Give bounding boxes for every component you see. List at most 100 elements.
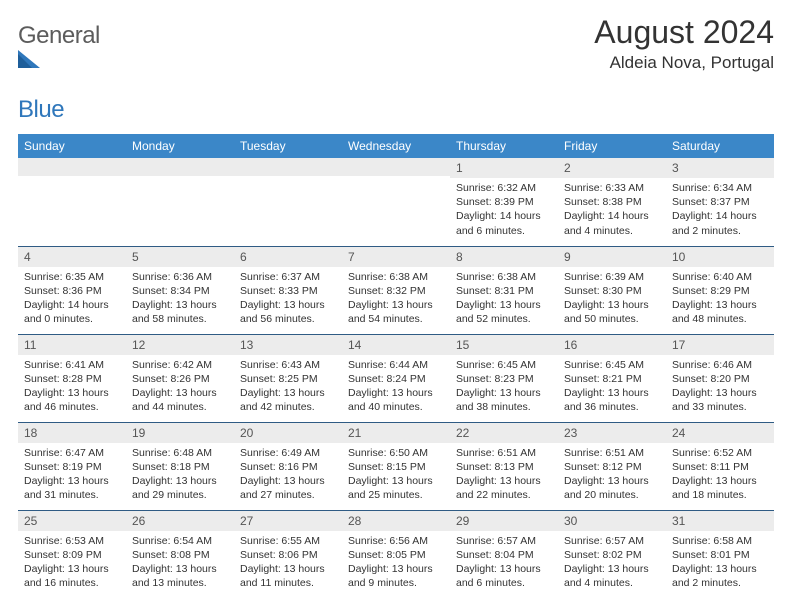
dayhead-wed: Wednesday <box>342 134 450 158</box>
sunset-text: Sunset: 8:02 PM <box>564 548 660 562</box>
calendar-table: Sunday Monday Tuesday Wednesday Thursday… <box>18 134 774 598</box>
sunset-text: Sunset: 8:04 PM <box>456 548 552 562</box>
dayhead-tue: Tuesday <box>234 134 342 158</box>
dl2-text: and 6 minutes. <box>456 224 552 238</box>
day-details: Sunrise: 6:48 AMSunset: 8:18 PMDaylight:… <box>126 443 234 507</box>
dl1-text: Daylight: 13 hours <box>348 386 444 400</box>
dl1-text: Daylight: 14 hours <box>672 209 768 223</box>
calendar-cell: 8Sunrise: 6:38 AMSunset: 8:31 PMDaylight… <box>450 246 558 334</box>
dl1-text: Daylight: 13 hours <box>132 562 228 576</box>
day-details: Sunrise: 6:42 AMSunset: 8:26 PMDaylight:… <box>126 355 234 419</box>
sunrise-text: Sunrise: 6:47 AM <box>24 446 120 460</box>
day-number <box>342 158 450 176</box>
day-details: Sunrise: 6:37 AMSunset: 8:33 PMDaylight:… <box>234 267 342 331</box>
dayhead-sat: Saturday <box>666 134 774 158</box>
calendar-head: Sunday Monday Tuesday Wednesday Thursday… <box>18 134 774 158</box>
day-number: 11 <box>18 335 126 355</box>
dl1-text: Daylight: 13 hours <box>240 298 336 312</box>
dl2-text: and 20 minutes. <box>564 488 660 502</box>
day-number: 27 <box>234 511 342 531</box>
sunset-text: Sunset: 8:32 PM <box>348 284 444 298</box>
dl2-text: and 36 minutes. <box>564 400 660 414</box>
day-details: Sunrise: 6:38 AMSunset: 8:31 PMDaylight:… <box>450 267 558 331</box>
sunset-text: Sunset: 8:38 PM <box>564 195 660 209</box>
calendar-row: 4Sunrise: 6:35 AMSunset: 8:36 PMDaylight… <box>18 246 774 334</box>
dl1-text: Daylight: 13 hours <box>672 298 768 312</box>
calendar-cell: 6Sunrise: 6:37 AMSunset: 8:33 PMDaylight… <box>234 246 342 334</box>
sunrise-text: Sunrise: 6:35 AM <box>24 270 120 284</box>
dl1-text: Daylight: 13 hours <box>24 562 120 576</box>
dl2-text: and 4 minutes. <box>564 224 660 238</box>
calendar-row: 18Sunrise: 6:47 AMSunset: 8:19 PMDayligh… <box>18 422 774 510</box>
day-details: Sunrise: 6:33 AMSunset: 8:38 PMDaylight:… <box>558 178 666 242</box>
calendar-cell: 4Sunrise: 6:35 AMSunset: 8:36 PMDaylight… <box>18 246 126 334</box>
day-details: Sunrise: 6:39 AMSunset: 8:30 PMDaylight:… <box>558 267 666 331</box>
dl1-text: Daylight: 13 hours <box>456 298 552 312</box>
sunrise-text: Sunrise: 6:48 AM <box>132 446 228 460</box>
day-details: Sunrise: 6:50 AMSunset: 8:15 PMDaylight:… <box>342 443 450 507</box>
dl2-text: and 13 minutes. <box>132 576 228 590</box>
calendar-cell: 24Sunrise: 6:52 AMSunset: 8:11 PMDayligh… <box>666 422 774 510</box>
sunrise-text: Sunrise: 6:53 AM <box>24 534 120 548</box>
sunrise-text: Sunrise: 6:42 AM <box>132 358 228 372</box>
day-details: Sunrise: 6:58 AMSunset: 8:01 PMDaylight:… <box>666 531 774 595</box>
day-details <box>18 176 126 183</box>
dl1-text: Daylight: 13 hours <box>564 298 660 312</box>
sunset-text: Sunset: 8:31 PM <box>456 284 552 298</box>
calendar-cell: 25Sunrise: 6:53 AMSunset: 8:09 PMDayligh… <box>18 510 126 598</box>
dl1-text: Daylight: 13 hours <box>564 474 660 488</box>
dl1-text: Daylight: 13 hours <box>456 474 552 488</box>
dl2-text: and 50 minutes. <box>564 312 660 326</box>
dl1-text: Daylight: 13 hours <box>456 386 552 400</box>
dl1-text: Daylight: 13 hours <box>132 474 228 488</box>
dl1-text: Daylight: 13 hours <box>240 386 336 400</box>
sunrise-text: Sunrise: 6:39 AM <box>564 270 660 284</box>
sunset-text: Sunset: 8:11 PM <box>672 460 768 474</box>
calendar-cell: 14Sunrise: 6:44 AMSunset: 8:24 PMDayligh… <box>342 334 450 422</box>
sunrise-text: Sunrise: 6:49 AM <box>240 446 336 460</box>
sunrise-text: Sunrise: 6:45 AM <box>564 358 660 372</box>
sunset-text: Sunset: 8:25 PM <box>240 372 336 386</box>
dayhead-thu: Thursday <box>450 134 558 158</box>
calendar-cell <box>18 158 126 246</box>
calendar-cell: 15Sunrise: 6:45 AMSunset: 8:23 PMDayligh… <box>450 334 558 422</box>
day-details: Sunrise: 6:45 AMSunset: 8:23 PMDaylight:… <box>450 355 558 419</box>
dl2-text: and 11 minutes. <box>240 576 336 590</box>
sunrise-text: Sunrise: 6:51 AM <box>456 446 552 460</box>
day-number: 15 <box>450 335 558 355</box>
dl2-text: and 46 minutes. <box>24 400 120 414</box>
sunset-text: Sunset: 8:21 PM <box>564 372 660 386</box>
sunrise-text: Sunrise: 6:33 AM <box>564 181 660 195</box>
dayhead-sun: Sunday <box>18 134 126 158</box>
calendar-row: 11Sunrise: 6:41 AMSunset: 8:28 PMDayligh… <box>18 334 774 422</box>
dl1-text: Daylight: 13 hours <box>564 562 660 576</box>
sunset-text: Sunset: 8:16 PM <box>240 460 336 474</box>
page-header: GeneralBlue August 2024 Aldeia Nova, Por… <box>18 14 774 124</box>
dl1-text: Daylight: 13 hours <box>132 298 228 312</box>
sunset-text: Sunset: 8:09 PM <box>24 548 120 562</box>
day-number: 12 <box>126 335 234 355</box>
calendar-cell: 10Sunrise: 6:40 AMSunset: 8:29 PMDayligh… <box>666 246 774 334</box>
day-number: 30 <box>558 511 666 531</box>
dl2-text: and 40 minutes. <box>348 400 444 414</box>
calendar-cell: 19Sunrise: 6:48 AMSunset: 8:18 PMDayligh… <box>126 422 234 510</box>
calendar-cell: 28Sunrise: 6:56 AMSunset: 8:05 PMDayligh… <box>342 510 450 598</box>
calendar-cell: 12Sunrise: 6:42 AMSunset: 8:26 PMDayligh… <box>126 334 234 422</box>
day-details: Sunrise: 6:41 AMSunset: 8:28 PMDaylight:… <box>18 355 126 419</box>
day-details: Sunrise: 6:56 AMSunset: 8:05 PMDaylight:… <box>342 531 450 595</box>
sunrise-text: Sunrise: 6:57 AM <box>564 534 660 548</box>
dl1-text: Daylight: 13 hours <box>24 474 120 488</box>
day-details <box>342 176 450 183</box>
day-details: Sunrise: 6:38 AMSunset: 8:32 PMDaylight:… <box>342 267 450 331</box>
dl2-text: and 27 minutes. <box>240 488 336 502</box>
dl1-text: Daylight: 14 hours <box>24 298 120 312</box>
day-details: Sunrise: 6:52 AMSunset: 8:11 PMDaylight:… <box>666 443 774 507</box>
day-number: 16 <box>558 335 666 355</box>
dl2-text: and 38 minutes. <box>456 400 552 414</box>
day-number: 18 <box>18 423 126 443</box>
calendar-cell: 1Sunrise: 6:32 AMSunset: 8:39 PMDaylight… <box>450 158 558 246</box>
calendar-cell: 7Sunrise: 6:38 AMSunset: 8:32 PMDaylight… <box>342 246 450 334</box>
logo-word-2: Blue <box>18 96 64 123</box>
sunset-text: Sunset: 8:06 PM <box>240 548 336 562</box>
sunrise-text: Sunrise: 6:50 AM <box>348 446 444 460</box>
